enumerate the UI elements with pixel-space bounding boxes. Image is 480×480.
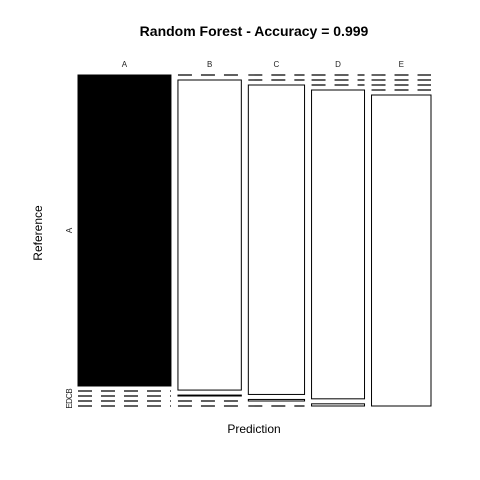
x-tick-label-D: D xyxy=(335,60,341,69)
x-tick-label-A: A xyxy=(122,60,128,69)
y-tick-label-D: D xyxy=(65,398,74,404)
cell-E-D xyxy=(311,403,366,407)
cell-C-B xyxy=(177,394,242,397)
x-axis-label: Prediction xyxy=(227,422,280,436)
cell-C-C xyxy=(247,84,306,395)
y-tick-label-C: C xyxy=(65,393,74,399)
y-tick-label-A: A xyxy=(65,227,74,233)
chart-title: Random Forest - Accuracy = 0.999 xyxy=(140,23,369,39)
y-tick-label-E: E xyxy=(65,403,74,408)
x-tick-label-C: C xyxy=(274,60,280,69)
cell-D-D xyxy=(311,89,366,400)
y-axis-label: Reference xyxy=(31,205,45,261)
cell-A-A xyxy=(77,74,172,387)
cell-B-B xyxy=(177,79,242,391)
cell-D-C xyxy=(247,398,306,402)
cell-E-E xyxy=(371,94,432,407)
x-tick-label-E: E xyxy=(399,60,404,69)
x-tick-label-B: B xyxy=(207,60,212,69)
y-tick-label-B: B xyxy=(65,388,74,393)
